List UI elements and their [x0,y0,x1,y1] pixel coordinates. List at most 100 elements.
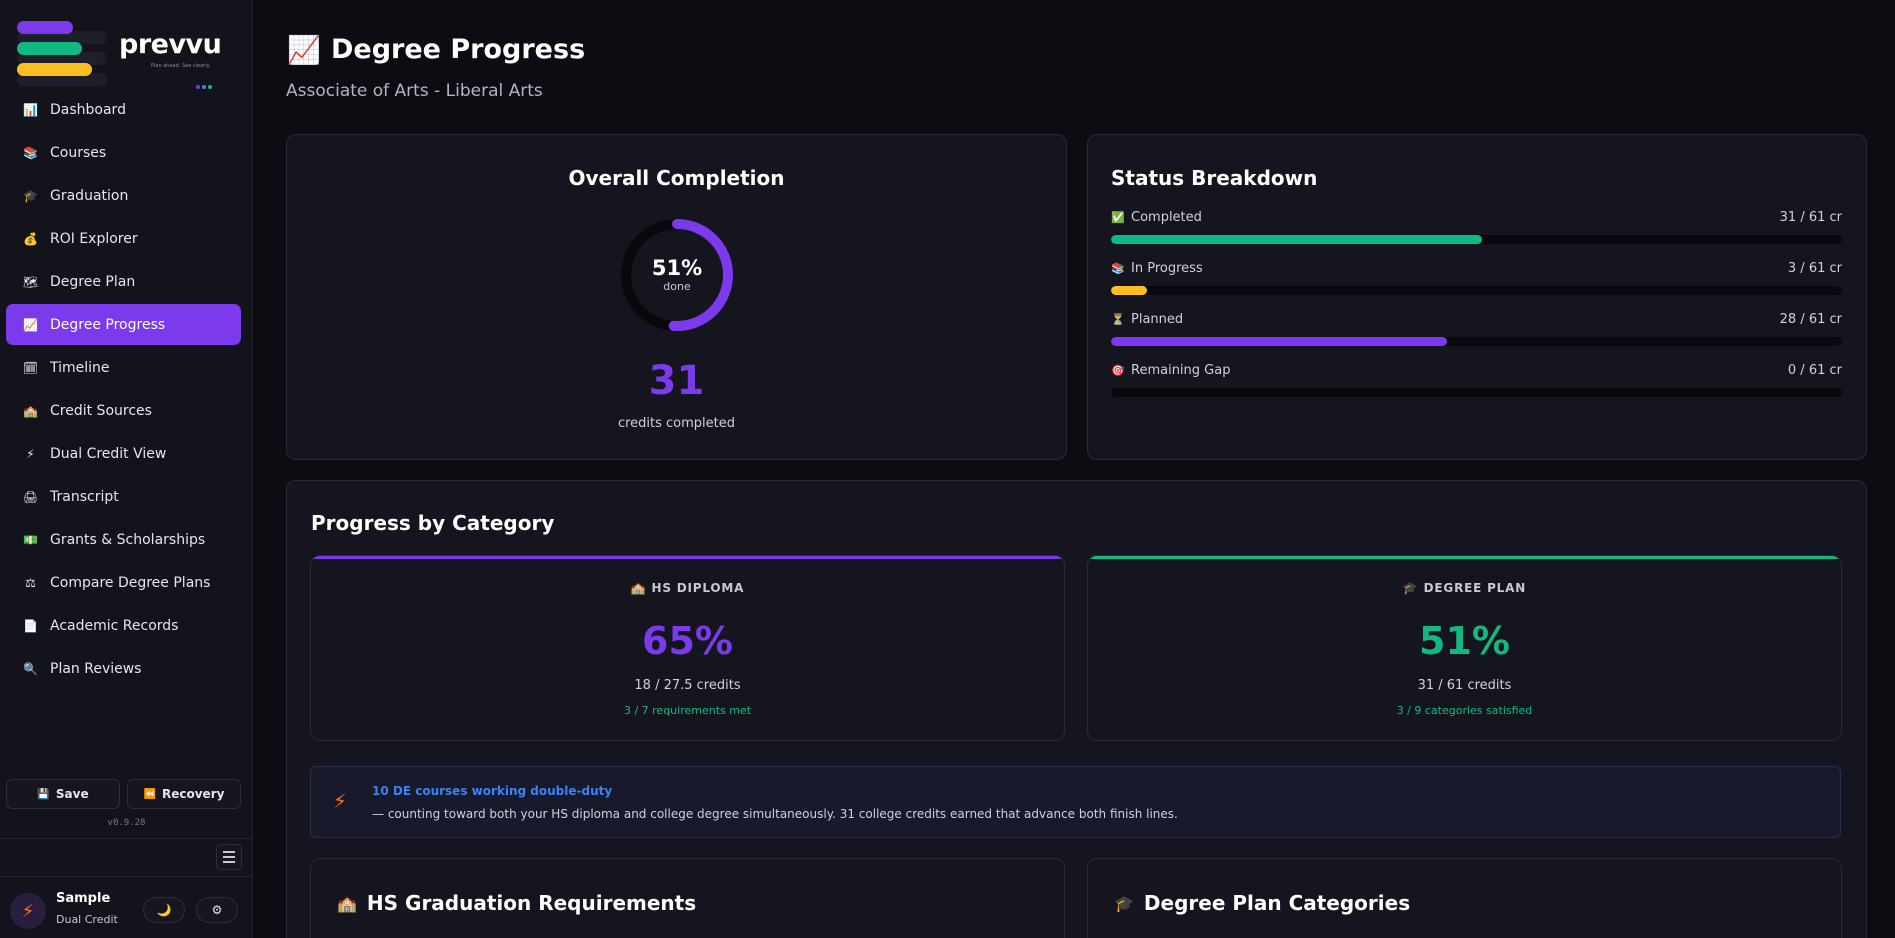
school-icon: 🏫 [630,581,647,595]
progress-track [1111,235,1842,244]
sidebar-item-credit-sources[interactable]: 🏫 Credit Sources [6,390,241,431]
double-duty-title[interactable]: 10 DE courses working double-duty [372,784,613,798]
sidebar-item-dual-credit-view[interactable]: ⚡ Dual Credit View [6,433,241,474]
sidebar-item-courses[interactable]: 📚 Courses [6,132,241,173]
logo-bar [17,21,73,34]
roi-explorer-icon: 💰 [23,231,38,246]
page-title: 📈 Degree Progress [287,34,586,66]
category-credits: 18 / 27.5 credits [634,678,741,693]
compare-degree-plans-icon: ⚖ [25,575,36,590]
logo-bar [17,63,92,76]
sidebar-item-label: Transcript [50,488,119,505]
sidebar-item-transcript[interactable]: 🖨 Transcript [6,476,241,517]
sidebar-item-plan-reviews[interactable]: 🔍 Plan Reviews [6,648,241,689]
sidebar-item-compare-degree-plans[interactable]: ⚖ Compare Degree Plans [6,562,241,603]
card-accent-line [311,556,1064,559]
graduation-cap-icon: 🎓 [1114,893,1134,913]
sidebar-item-degree-plan[interactable]: 🗺 Degree Plan [6,261,241,302]
logo-dot [208,85,212,89]
category-label: 🏫 HS DIPLOMA [630,581,745,595]
main-content: 📈 Degree Progress Associate of Arts - Li… [254,0,1895,938]
degree-plan-card[interactable]: 🎓 DEGREE PLAN 51% 31 / 61 credits 3 / 9 … [1087,555,1842,741]
brand-dots [196,74,214,93]
sidebar-item-grants-scholarships[interactable]: 💵 Grants & Scholarships [6,519,241,560]
overall-completion-card: Overall Completion 51% done 31 credits c… [286,134,1067,460]
sidebar-item-label: Degree Plan [50,273,136,290]
progress-fill [1111,235,1483,244]
status-value: 28 / 61 cr [1779,311,1842,327]
menu-toggle-button[interactable] [216,844,242,870]
hs-requirements-card: 🏫 HS Graduation Requirements [310,858,1065,938]
status-value: 31 / 61 cr [1779,209,1842,225]
school-icon: 🏫 [337,893,357,913]
sidebar-item-label: Credit Sources [50,402,152,419]
graduation-cap-icon: 🎓 [1402,581,1419,595]
graduation-icon: 🎓 [23,188,38,203]
avatar[interactable]: ⚡ [10,893,46,929]
donut-chart [621,219,733,331]
card-title: Overall Completion [568,166,785,190]
lightning-icon: ⚡ [21,900,35,922]
degree-plan-icon: 🗺 [22,274,39,289]
sidebar-item-label: Courses [50,144,107,161]
credits-completed-count: 31 [648,358,705,404]
logo-dot [202,85,206,89]
recovery-button[interactable]: ⏪ Recovery [127,779,241,809]
card-accent-line [1088,556,1841,559]
status-row-remaining-gap: 🎯 Remaining Gap 0 / 61 cr [1111,362,1842,397]
status-label: Planned [1131,311,1184,327]
save-button[interactable]: 💾 Save [6,779,120,809]
sidebar-item-graduation[interactable]: 🎓 Graduation [6,175,241,216]
gear-icon: ⚙ [211,903,223,917]
status-label: Completed [1131,209,1202,225]
theme-toggle-button[interactable]: 🌙 [143,897,185,923]
category-credits: 31 / 61 credits [1417,678,1512,693]
progress-fill [1111,286,1147,295]
logo-bar [17,42,82,55]
sidebar-item-label: Timeline [50,359,110,376]
divider [0,876,253,877]
sidebar-item-academic-records[interactable]: 📄 Academic Records [6,605,241,646]
courses-icon: 📚 [23,145,38,160]
sidebar-item-degree-progress[interactable]: 📈 Degree Progress [6,304,241,345]
donut-percent: 51% [651,255,703,280]
lightning-icon: ⚡ [333,789,348,813]
donut-progress-arc [621,219,733,331]
status-value: 3 / 61 cr [1787,260,1842,276]
progress-track [1111,286,1842,295]
completion-donut: 51% done [619,217,735,333]
chart-increasing-icon: 📈 [287,34,321,66]
logo-dot [196,85,200,89]
double-duty-banner: ⚡ 10 DE courses working double-duty — co… [310,766,1841,838]
moon-icon: 🌙 [156,903,172,917]
sidebar-item-label: Dashboard [50,101,126,118]
brand-logo[interactable]: prevvu Plan ahead. See clearly. [17,19,222,89]
save-button-label: Save [55,787,89,801]
rewind-icon: ⏪ [143,788,156,800]
progress-track [1111,337,1842,346]
page-title-text: Degree Progress [331,34,586,65]
settings-button[interactable]: ⚙ [196,897,238,923]
degree-progress-icon: 📈 [23,317,38,332]
category-requirements: 3 / 7 requirements met [623,704,752,717]
category-percent: 51% [1419,619,1510,663]
brand-tagline: Plan ahead. See clearly. [151,63,211,69]
hs-diploma-card[interactable]: 🏫 HS DIPLOMA 65% 18 / 27.5 credits 3 / 7… [310,555,1065,741]
remaining-gap-icon: 🎯 [1111,363,1125,377]
grants-scholarships-icon: 💵 [23,532,38,547]
sidebar-item-label: Academic Records [50,617,179,634]
plan-reviews-icon: 🔍 [23,661,38,676]
section-title: 🏫 HS Graduation Requirements [337,891,697,915]
completed-icon: ✅ [1111,210,1125,224]
planned-icon: ⏳ [1111,312,1125,326]
sidebar-item-timeline[interactable]: 🗓 Timeline [6,347,241,388]
sidebar-item-label: Grants & Scholarships [50,531,206,548]
sidebar-item-dashboard[interactable]: 📊 Dashboard [6,89,241,130]
user-plan: Dual Credit [56,913,118,926]
sidebar-item-roi-explorer[interactable]: 💰 ROI Explorer [6,218,241,259]
status-label: Remaining Gap [1131,362,1231,378]
credits-completed-label: credits completed [617,416,736,431]
transcript-icon: 🖨 [22,489,39,504]
card-title: Status Breakdown [1111,166,1318,190]
